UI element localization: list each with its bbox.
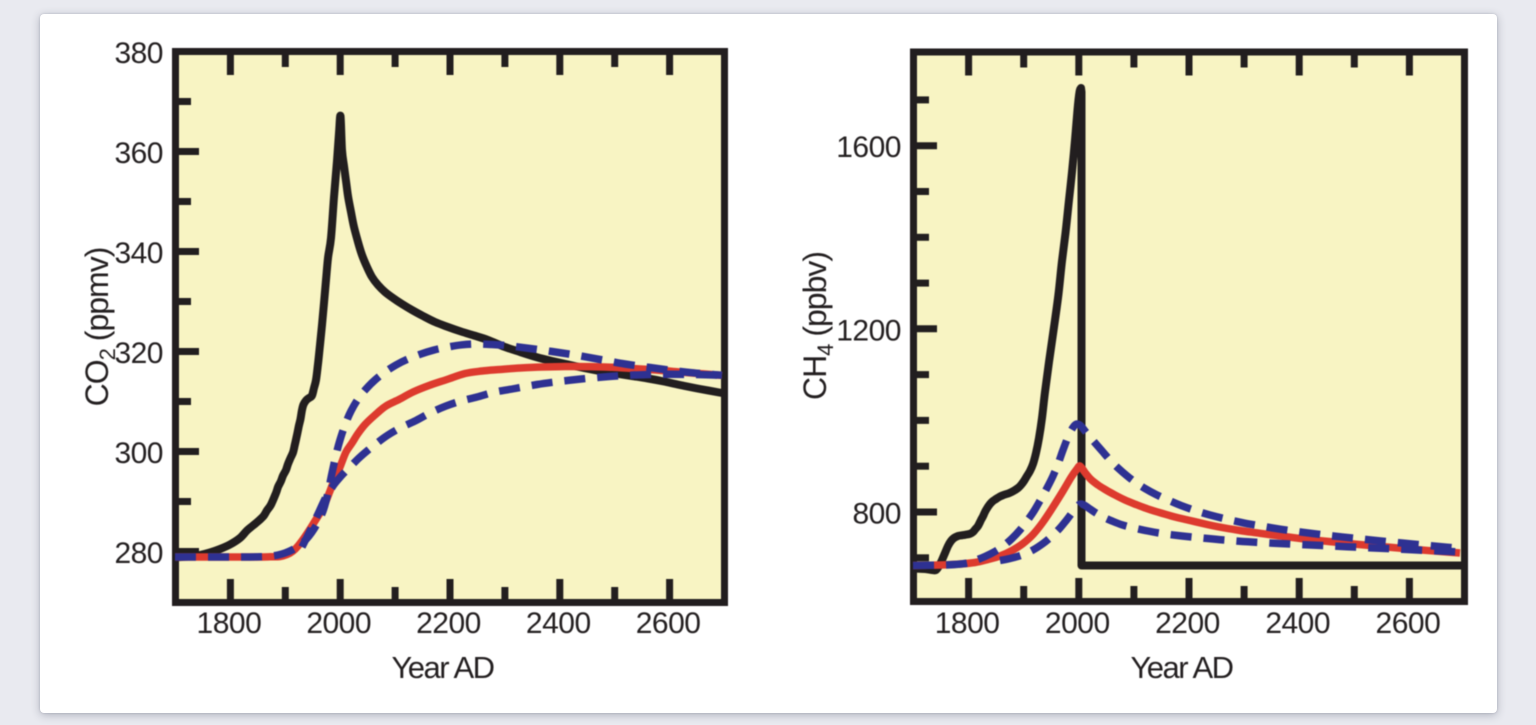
svg-text:2600: 2600: [636, 607, 701, 640]
svg-text:CO2 (ppmv): CO2 (ppmv): [79, 248, 120, 407]
svg-text:2000: 2000: [1045, 607, 1110, 640]
svg-text:360: 360: [114, 137, 163, 170]
svg-text:CH4 (ppbv): CH4 (ppbv): [797, 252, 838, 400]
svg-text:2600: 2600: [1376, 607, 1441, 640]
svg-text:1800: 1800: [935, 607, 1000, 640]
svg-text:2200: 2200: [416, 607, 481, 640]
svg-text:340: 340: [114, 237, 163, 270]
svg-text:320: 320: [114, 337, 163, 370]
svg-text:2200: 2200: [1155, 607, 1220, 640]
svg-text:2400: 2400: [526, 607, 591, 640]
svg-text:2000: 2000: [306, 607, 371, 640]
svg-text:1600: 1600: [836, 131, 901, 164]
svg-text:Year AD: Year AD: [1130, 650, 1232, 685]
svg-text:380: 380: [114, 37, 163, 70]
svg-text:300: 300: [114, 437, 163, 470]
svg-text:2400: 2400: [1265, 607, 1330, 640]
svg-text:1800: 1800: [197, 607, 262, 640]
svg-text:1200: 1200: [836, 314, 901, 347]
svg-text:280: 280: [114, 537, 163, 570]
svg-text:800: 800: [852, 498, 901, 531]
svg-text:Year AD: Year AD: [391, 650, 493, 685]
